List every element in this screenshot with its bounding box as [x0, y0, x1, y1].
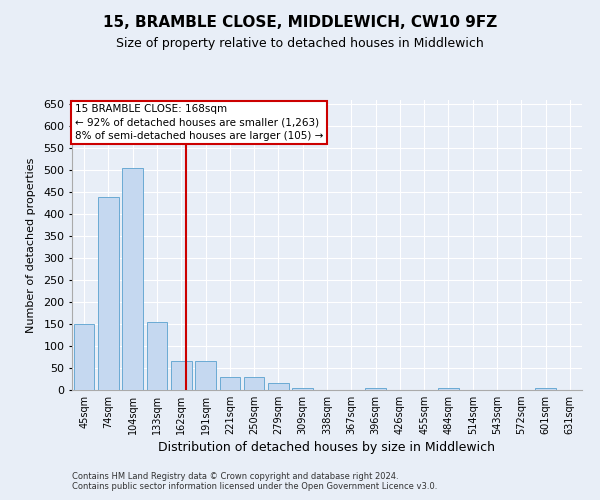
Text: Size of property relative to detached houses in Middlewich: Size of property relative to detached ho…	[116, 38, 484, 51]
Bar	[365, 388, 386, 390]
Text: Contains public sector information licensed under the Open Government Licence v3: Contains public sector information licen…	[72, 482, 437, 491]
Bar	[292, 388, 313, 390]
Bar	[146, 322, 167, 390]
Bar	[98, 196, 119, 390]
Y-axis label: Number of detached properties: Number of detached properties	[26, 158, 36, 332]
Bar	[122, 168, 143, 390]
Bar	[244, 377, 265, 390]
Bar	[195, 362, 216, 390]
Bar	[268, 384, 289, 390]
Bar	[74, 324, 94, 390]
Bar	[535, 388, 556, 390]
Text: 15 BRAMBLE CLOSE: 168sqm
← 92% of detached houses are smaller (1,263)
8% of semi: 15 BRAMBLE CLOSE: 168sqm ← 92% of detach…	[74, 104, 323, 141]
Text: Contains HM Land Registry data © Crown copyright and database right 2024.: Contains HM Land Registry data © Crown c…	[72, 472, 398, 481]
Bar	[171, 362, 191, 390]
Bar	[438, 388, 459, 390]
Text: 15, BRAMBLE CLOSE, MIDDLEWICH, CW10 9FZ: 15, BRAMBLE CLOSE, MIDDLEWICH, CW10 9FZ	[103, 15, 497, 30]
Bar	[220, 377, 240, 390]
X-axis label: Distribution of detached houses by size in Middlewich: Distribution of detached houses by size …	[158, 442, 496, 454]
